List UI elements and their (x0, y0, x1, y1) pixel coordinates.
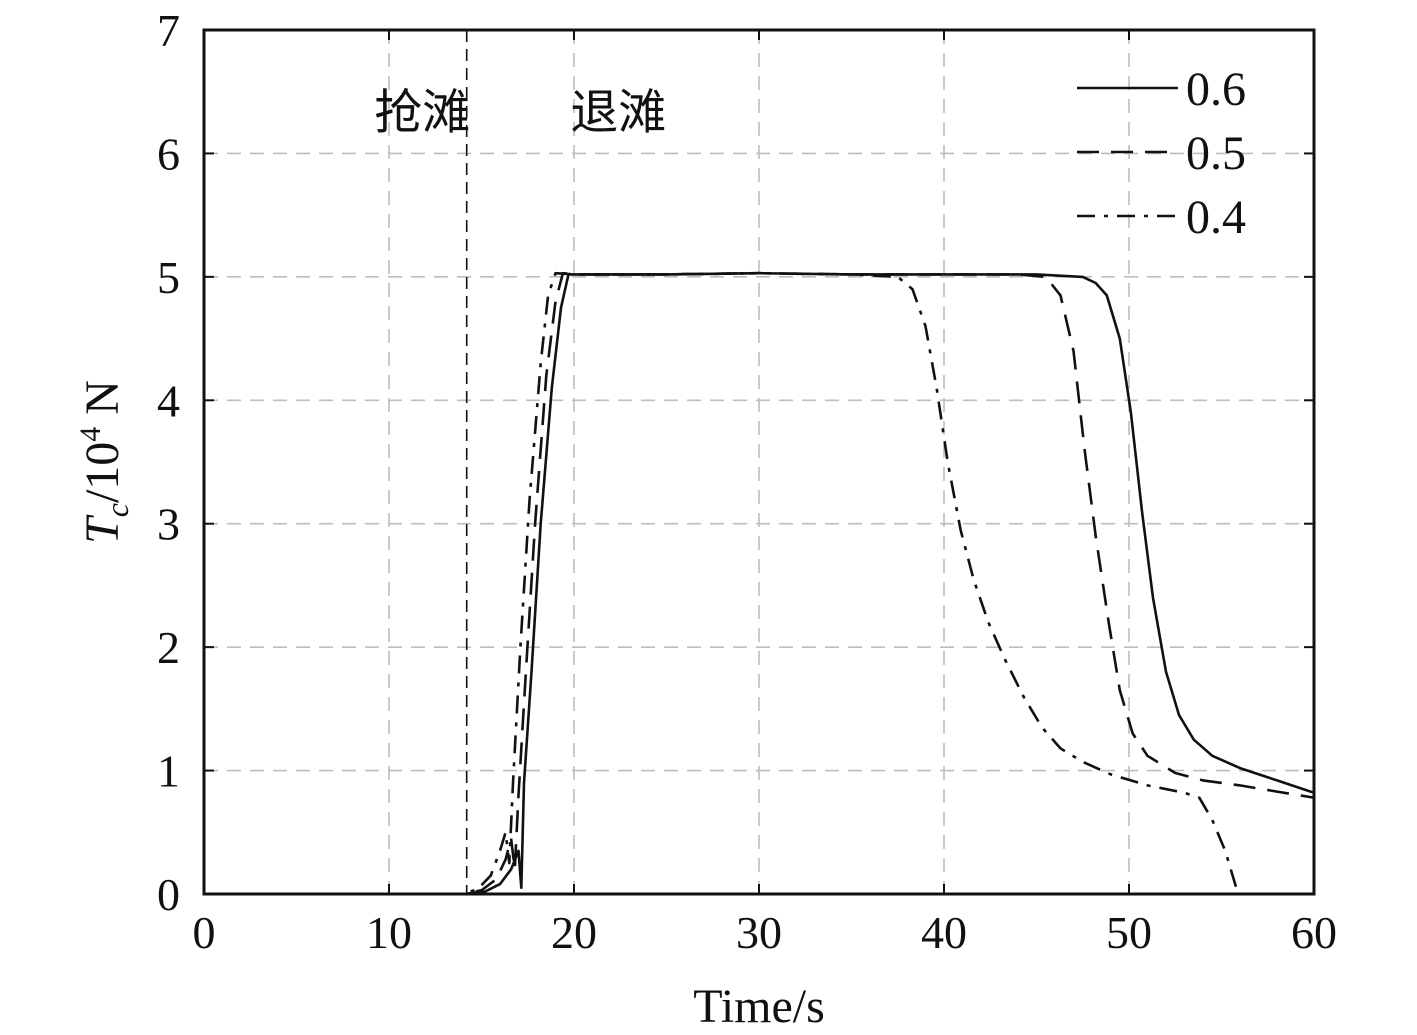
y-axis-prefix: /10 (76, 442, 129, 503)
x-tick-label-6: 60 (1291, 907, 1337, 958)
y-tick-label-6: 6 (157, 128, 180, 179)
y-axis-subscript: c (99, 503, 135, 517)
y-tick-label-4: 4 (157, 375, 180, 426)
legend-label-0.4: 0.4 (1186, 191, 1246, 244)
y-axis-exponent: 4 (74, 427, 107, 442)
y-axis-symbol: T (76, 514, 129, 544)
y-tick-label-2: 2 (157, 622, 180, 673)
x-tick-label-0: 0 (193, 907, 216, 958)
legend: 0.6 0.5 0.4 (1077, 63, 1246, 244)
legend-label-0.5: 0.5 (1186, 127, 1246, 180)
y-tick-label-0: 0 (157, 869, 180, 920)
x-tick-label-3: 30 (736, 907, 782, 958)
y-axis-unit: N (76, 380, 129, 427)
annotation-retreat: 退滩 (570, 85, 666, 141)
y-axis-title: Tc/104 N (74, 380, 135, 544)
x-axis-title: Time/s (693, 980, 825, 1033)
y-tick-label-5: 5 (157, 252, 180, 303)
grid-lines (204, 30, 1314, 894)
series-layer (204, 271, 1314, 894)
series-line-0.4 (204, 271, 1240, 894)
series-line-0.5 (204, 271, 1314, 894)
x-tick-label-5: 50 (1106, 907, 1152, 958)
legend-label-0.6: 0.6 (1186, 63, 1246, 116)
x-tick-label-2: 20 (551, 907, 597, 958)
y-tick-label-7: 7 (157, 5, 180, 56)
y-tick-label-1: 1 (157, 746, 180, 797)
y-tick-label-3: 3 (157, 499, 180, 550)
x-tick-label-1: 10 (366, 907, 412, 958)
x-tick-label-4: 40 (921, 907, 967, 958)
axis-ticks: 0 10 20 30 40 50 60 0 1 2 3 4 5 6 7 (157, 5, 1337, 958)
annotation-beaching: 抢滩 (374, 85, 470, 141)
plot-frame (202, 28, 1316, 896)
